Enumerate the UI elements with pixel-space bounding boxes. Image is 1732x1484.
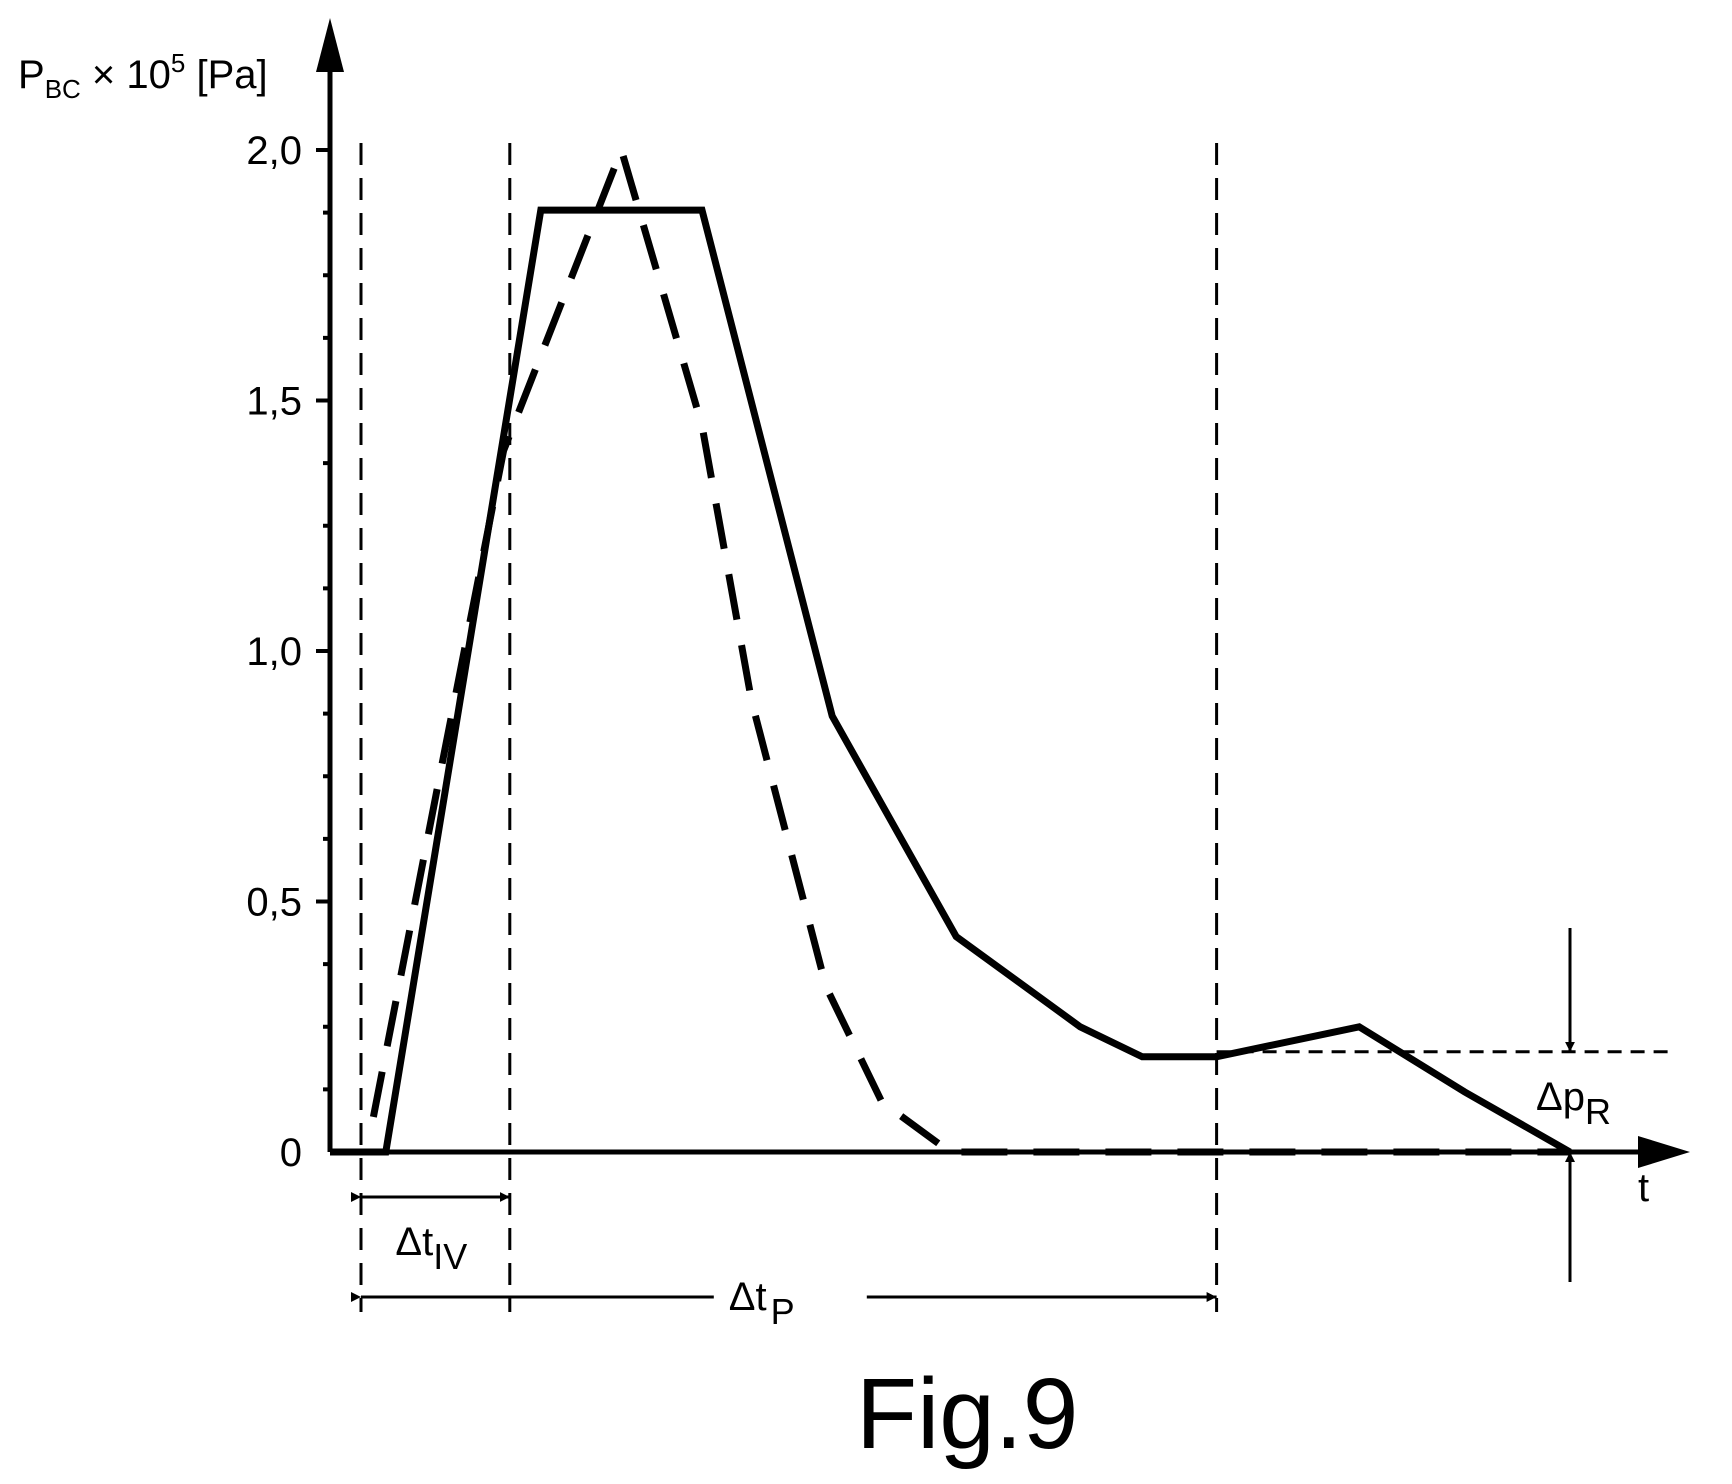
y-tick-label: 1,0 [246,630,302,674]
y-tick-label: 2,0 [246,129,302,173]
dt-p-sub: P [771,1291,795,1332]
x-axis-arrow [1638,1136,1690,1168]
y-axis-title-main: P [18,53,45,97]
y-tick-label: 0,5 [246,881,302,925]
y-axis-title-sub: BC [45,74,81,104]
y-axis-title-sup: 5 [171,48,185,78]
reference-lines [359,143,1219,1312]
y-axis-title-unit: [Pa] [185,53,267,97]
dp-r-sub: R [1585,1091,1611,1132]
dt-iv-label: ΔtIV [395,1220,467,1277]
y-tick-label: 0 [280,1131,302,1175]
dp-r-label: ΔpR [1536,1075,1611,1132]
dt-p-main: Δt [729,1275,767,1319]
dt-p-label: Δt P [729,1275,795,1332]
y-major-ticks: 0 0,5 1,0 1,5 2,0 [246,129,330,1175]
y-tick-label: 1,5 [246,380,302,424]
y-axis-arrow [316,18,344,72]
y-axis-title: PBC × 105 [Pa] [18,48,268,104]
dt-iv-main: Δt [395,1220,433,1264]
figure-label: Fig.9 [856,1358,1078,1470]
dp-r-main: Δp [1536,1075,1585,1119]
series-solid-line [330,206,1572,1156]
series-dashed-line [369,139,1570,1156]
y-axis-title-mid: × 10 [81,53,171,97]
dt-iv-sub: IV [433,1236,467,1277]
x-axis-title: t [1638,1166,1649,1210]
dimension-annotations: ΔtIV Δt P ΔpR [351,928,1611,1332]
